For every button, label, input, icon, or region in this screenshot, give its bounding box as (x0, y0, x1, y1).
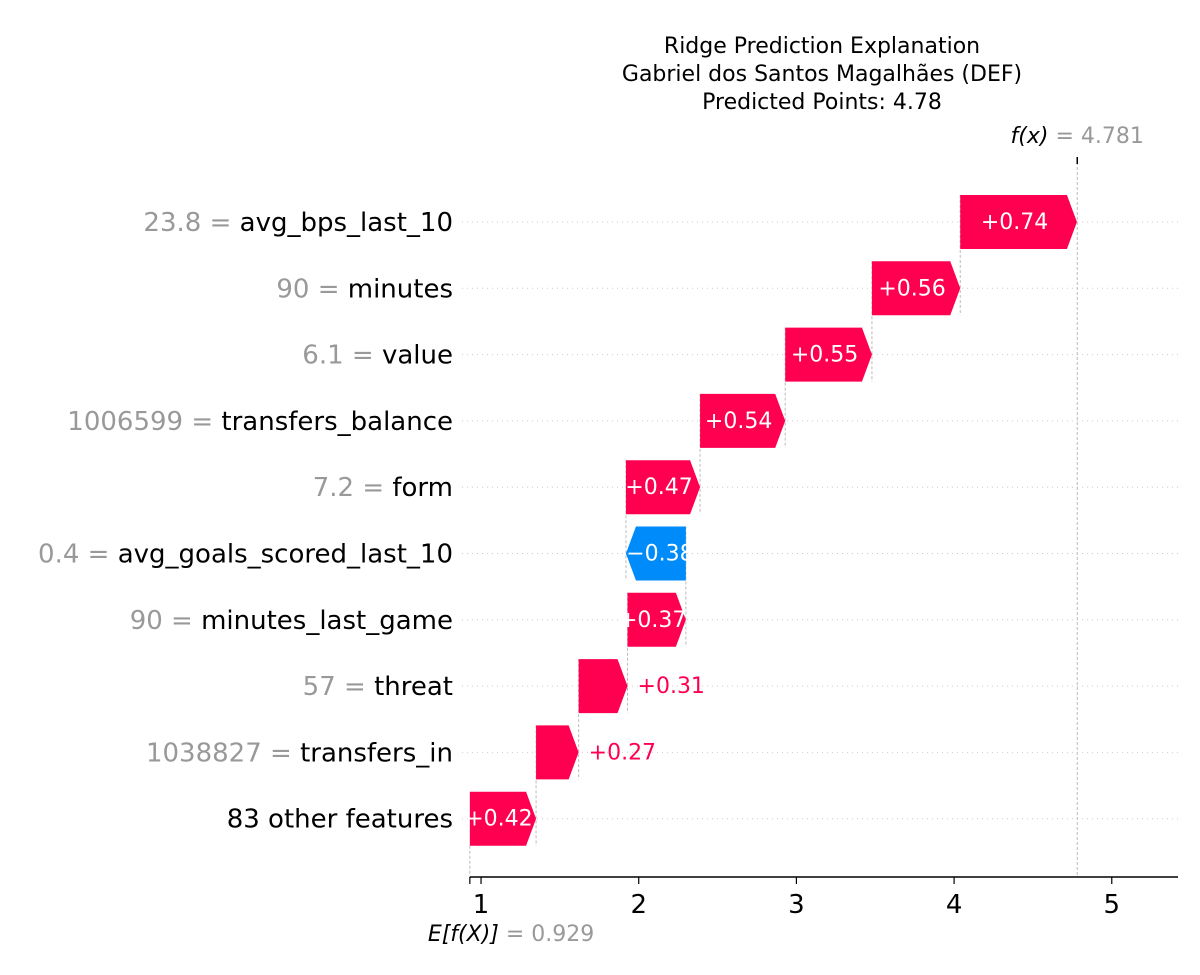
feature-label: 0.4 = avg_goals_scored_last_10 (38, 540, 453, 570)
feature-name: transfers_in (300, 738, 453, 768)
fx-value: = 4.781 (1055, 124, 1143, 149)
bar-value-label: +0.54 (705, 409, 772, 434)
bar-value-label: +0.37 (619, 608, 686, 633)
feature-name: form (392, 473, 453, 503)
bars: +0.74 +0.56 +0.55 +0.54 +0.47 −0.38 +0.37 +0.31… (465, 195, 1077, 846)
efx-value: = 0.929 (506, 922, 594, 947)
chart-title: Ridge Prediction Explanation Gabriel dos… (622, 34, 1022, 115)
feature-label: 83 other features (227, 805, 453, 835)
bar-positive (627, 592, 686, 647)
efx-annotation: E[f(X)] = 0.929 (428, 922, 594, 947)
feature-name: value (382, 341, 453, 371)
feature-value: 0.4 = (38, 540, 118, 570)
bar-positive (469, 791, 537, 846)
bar-positive (785, 327, 872, 382)
feature-label: 23.8 = avg_bps_last_10 (143, 208, 453, 238)
efx-annotation-text: E[f(X)] = 0.929 (428, 922, 594, 947)
feature-value: 1038827 = (146, 738, 300, 768)
fx-annotation-text: f(x) = 4.781 (1011, 124, 1144, 149)
bar-value-label: +0.42 (465, 807, 532, 832)
bar-positive (536, 725, 579, 780)
feature-value: 57 = (303, 672, 374, 702)
feature-name: transfers_balance (221, 407, 453, 437)
feature-label: 90 = minutes_last_game (130, 606, 453, 636)
feature-value: 23.8 = (143, 208, 239, 238)
x-tick-label: 4 (946, 890, 963, 920)
bar-positive (578, 659, 628, 714)
feature-name: avg_bps_last_10 (240, 208, 453, 238)
bar-value-label: +0.47 (625, 475, 692, 500)
x-axis: 1 2 3 4 5 (469, 876, 1178, 920)
fx-symbol: f(x) (1011, 124, 1056, 149)
feature-name: threat (374, 672, 453, 702)
feature-label: 1006599 = transfers_balance (67, 407, 453, 437)
bar-positive (625, 460, 701, 515)
feature-value: 1006599 = (67, 407, 221, 437)
feature-labels: 23.8 = avg_bps_last_10 90 = minutes 6.1 = … (38, 208, 453, 835)
bar-value-label: +0.31 (638, 674, 705, 699)
bar-positive (960, 195, 1077, 249)
feature-name: 83 other features (227, 805, 453, 835)
bar-negative (625, 526, 686, 581)
x-tick-label: 5 (1103, 890, 1120, 920)
bar-positive (700, 393, 786, 448)
fx-annotation: f(x) = 4.781 (1011, 124, 1144, 149)
title-line-2: Gabriel dos Santos Magalhães (DEF) (622, 62, 1022, 87)
feature-value: 90 = (276, 274, 347, 304)
title-line-1: Ridge Prediction Explanation (664, 34, 980, 59)
feature-value: 7.2 = (313, 473, 393, 503)
feature-name: minutes (348, 274, 453, 304)
bar-value-label: −0.38 (626, 542, 693, 567)
feature-label: 1038827 = transfers_in (146, 738, 453, 768)
title-line-3: Predicted Points: 4.78 (702, 90, 942, 115)
bar-value-label: +0.74 (981, 210, 1048, 235)
x-tick-label: 1 (473, 890, 490, 920)
bar-value-label: +0.56 (878, 276, 945, 301)
feature-label: 57 = threat (303, 672, 453, 702)
efx-symbol: E[f(X)] (428, 922, 506, 947)
feature-label: 7.2 = form (313, 473, 453, 503)
feature-value: 6.1 = (302, 341, 382, 371)
x-tick-label: 3 (788, 890, 805, 920)
feature-name: minutes_last_game (201, 606, 453, 636)
feature-value: 90 = (130, 606, 201, 636)
feature-label: 90 = minutes (276, 274, 453, 304)
feature-label: 6.1 = value (302, 341, 453, 371)
bar-value-label: +0.27 (589, 740, 656, 765)
feature-name: avg_goals_scored_last_10 (118, 540, 453, 570)
x-tick-label: 2 (630, 890, 647, 920)
bar-positive (871, 261, 961, 316)
bar-value-label: +0.55 (791, 343, 858, 368)
